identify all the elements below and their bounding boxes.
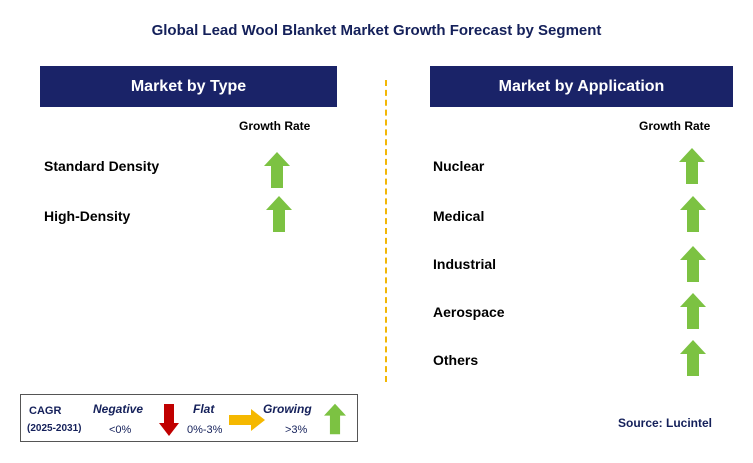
- growing-arrow-icon: [680, 196, 706, 232]
- growing-arrow-icon: [680, 293, 706, 329]
- legend-cagr-label: CAGR: [29, 405, 62, 417]
- application-row-label: Others: [433, 352, 479, 368]
- legend-flat-label: Flat: [193, 402, 215, 416]
- growing-arrow-icon: [679, 148, 705, 184]
- source-note: Source: Lucintel: [618, 416, 713, 430]
- application-row-label: Industrial: [433, 256, 497, 272]
- application-panel-header: Market by Application: [430, 66, 733, 107]
- panel-divider: [385, 80, 387, 382]
- type-row-label: High-Density: [44, 208, 131, 224]
- legend-negative-value: <0%: [109, 424, 132, 436]
- cagr-legend: CAGR (2025-2031) Negative <0% Flat 0%-3%…: [20, 394, 358, 442]
- legend-growing-label: Growing: [263, 402, 312, 416]
- application-row-label: Nuclear: [433, 158, 485, 174]
- growing-arrow-icon: [680, 340, 706, 376]
- legend-negative-label: Negative: [93, 402, 144, 416]
- negative-arrow-icon: [159, 404, 179, 436]
- type-row-label: Standard Density: [44, 158, 160, 174]
- application-row-label: Aerospace: [433, 304, 505, 320]
- chart-title: Global Lead Wool Blanket Market Growth F…: [151, 22, 602, 39]
- legend-years-label: (2025-2031): [27, 423, 82, 434]
- application-row-label: Medical: [433, 208, 485, 224]
- growing-arrow-icon: [680, 246, 706, 282]
- growing-arrow-icon: [266, 196, 292, 232]
- type-growth-rate-label: Growth Rate: [239, 119, 311, 133]
- flat-arrow-icon: [229, 409, 265, 431]
- legend-growing-value: >3%: [285, 424, 308, 436]
- growing-arrow-icon: [264, 152, 290, 188]
- growing-arrow-icon: [324, 403, 346, 435]
- type-panel-header: Market by Type: [40, 66, 337, 107]
- legend-flat-value: 0%-3%: [187, 424, 223, 436]
- application-growth-rate-label: Growth Rate: [639, 119, 711, 133]
